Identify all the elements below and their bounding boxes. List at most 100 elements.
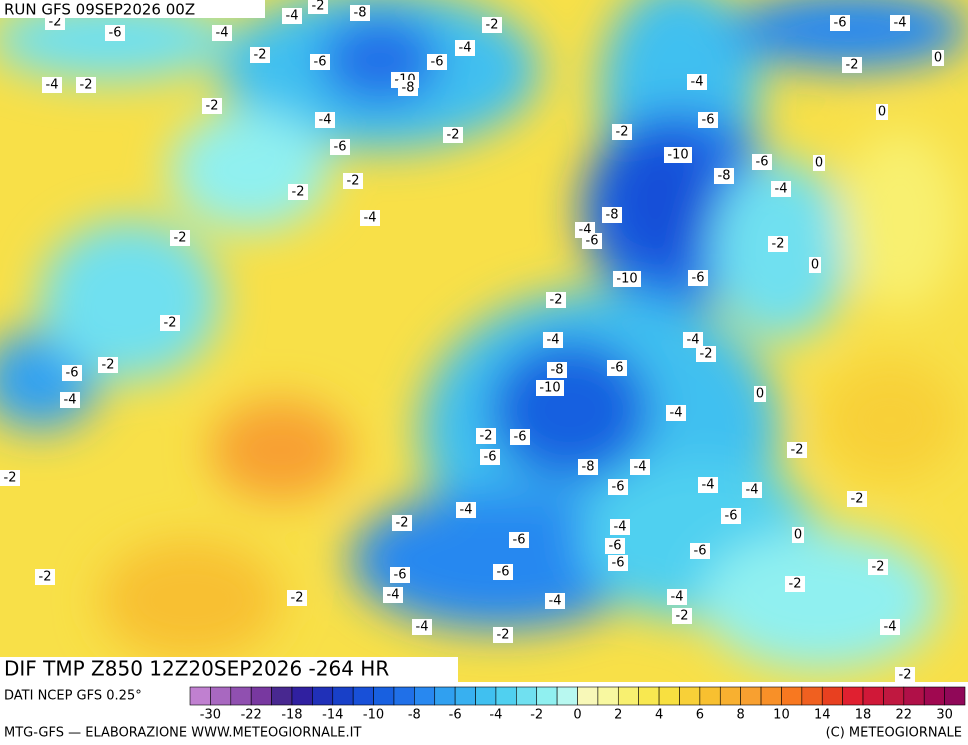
- contour-label-box: [608, 555, 628, 571]
- contour-label-box: [612, 124, 632, 140]
- colorbar-label: -2: [530, 708, 543, 723]
- contour-label: -6: [725, 509, 738, 524]
- colorbar-swatch: [883, 686, 905, 706]
- colorbar-swatch: [617, 686, 639, 706]
- colorbar-swatch: [230, 686, 252, 706]
- contour-label-box: [768, 236, 788, 252]
- contour-label-box: [666, 405, 686, 421]
- colorbar: -30 -22 -18 -14 -10 -8 -6 -4 -2 0 2 4 6 8 10 14 18 22 30: [189, 686, 966, 723]
- contour-label-box: [742, 482, 762, 498]
- colorbar-label: 22: [896, 708, 913, 723]
- contour-label: -4: [547, 333, 560, 348]
- contour-label: -2: [174, 231, 187, 246]
- contour-label: -2: [480, 429, 493, 444]
- contour-label: 0: [811, 258, 819, 273]
- contour-label-box: [288, 184, 308, 200]
- contour-label: -6: [611, 361, 624, 376]
- contour-label-box: [427, 54, 447, 70]
- contour-label-box: [785, 576, 805, 592]
- colorbar-swatch: [944, 686, 966, 706]
- colorbar-label: -18: [281, 708, 302, 723]
- colorbar-swatch: [332, 686, 354, 706]
- contour-label-box: [330, 139, 350, 155]
- contour-label: -2: [497, 628, 510, 643]
- contour-label-box: [310, 54, 330, 70]
- contour-label: -6: [756, 155, 769, 170]
- contour-label: -4: [691, 75, 704, 90]
- contour-label-box: [443, 127, 463, 143]
- contour-label-box: [360, 210, 380, 226]
- contour-label-box: [578, 459, 598, 475]
- contour-label: -2: [676, 609, 689, 624]
- contour-label-box: [664, 147, 692, 163]
- temperature-field: [0, 0, 968, 682]
- contour-label-box: [42, 77, 62, 93]
- contour-label-box: [482, 17, 502, 33]
- contour-label-box: [543, 332, 563, 348]
- contour-label-box: [602, 207, 622, 223]
- contour-label-box: [509, 532, 529, 548]
- contour-label-box: [282, 8, 302, 24]
- contour-label: -6: [834, 16, 847, 31]
- contour-label-box: [202, 98, 222, 114]
- contour-label: -2: [550, 293, 563, 308]
- colorbar-swatch: [312, 686, 334, 706]
- colorbar-label: -10: [363, 708, 384, 723]
- contour-label: -2: [899, 668, 912, 683]
- contour-label-box: [105, 25, 125, 41]
- contour-label: -4: [286, 9, 299, 24]
- colorbar-swatch: [842, 686, 864, 706]
- contour-label-box: [690, 543, 710, 559]
- colorbar-label: 0: [573, 708, 581, 723]
- contour-label-box: [398, 80, 418, 96]
- colorbar-swatch: [454, 686, 476, 706]
- contour-label: -2: [486, 18, 499, 33]
- colorbar-swatch: [597, 686, 619, 706]
- contour-label: -6: [484, 450, 497, 465]
- contour-label: -2: [772, 237, 785, 252]
- contour-label-box: [714, 168, 734, 184]
- contour-label: -2: [789, 577, 802, 592]
- contour-label-box: [493, 627, 513, 643]
- contour-label-box: [546, 292, 566, 308]
- colorbar-label: 8: [737, 708, 745, 723]
- contour-label: -2: [700, 347, 713, 362]
- contour-label-box: [847, 491, 867, 507]
- contour-label: -2: [49, 15, 62, 30]
- contour-label: -4: [364, 211, 377, 226]
- contour-label-box: [456, 502, 476, 518]
- contour-label-box: [868, 559, 888, 575]
- colorbar-swatch: [352, 686, 374, 706]
- contour-label: -4: [216, 26, 229, 41]
- colorbar-swatch: [781, 686, 803, 706]
- contour-label-box: [392, 515, 412, 531]
- contour-label-box: [895, 667, 915, 683]
- colorbar-swatch: [699, 686, 721, 706]
- contour-label: -6: [431, 55, 444, 70]
- colorbar-swatch: [801, 686, 823, 706]
- contour-label-box: [315, 112, 335, 128]
- colorbar-swatch: [862, 686, 884, 706]
- colorbar-swatch: [210, 686, 232, 706]
- contour-label-box: [170, 230, 190, 246]
- contour-label-box: [754, 386, 766, 402]
- colorbar-swatch: [475, 686, 497, 706]
- contour-label-box: [610, 519, 630, 535]
- contour-label: -4: [634, 460, 647, 475]
- contour-label: -2: [616, 125, 629, 140]
- contour-label-box: [160, 315, 180, 331]
- colorbar-swatch: [250, 686, 272, 706]
- colorbar-label: 4: [655, 708, 663, 723]
- run-label: RUN GFS 09SEP2026 00Z: [4, 1, 195, 19]
- contour-label-box: [343, 173, 363, 189]
- colorbar-label: 2: [614, 708, 622, 723]
- contour-label-box: [771, 181, 791, 197]
- header-box: [0, 0, 265, 18]
- colorbar-swatch: [740, 686, 762, 706]
- contour-label: -2: [447, 128, 460, 143]
- colorbar-swatch: [658, 686, 680, 706]
- contour-label: -2: [846, 58, 859, 73]
- colorbar-swatch: [923, 686, 945, 706]
- footer-left: MTG-GFS — ELABORAZIONE WWW.METEOGIORNALE…: [4, 726, 361, 741]
